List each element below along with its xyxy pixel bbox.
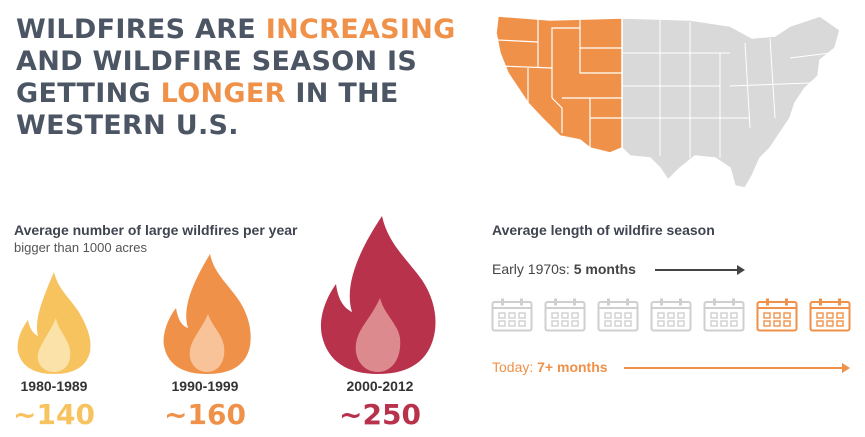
- fires-section-sublabel: bigger than 1000 acres: [14, 240, 147, 255]
- title-highlight-increasing: INCREASING: [265, 14, 456, 45]
- calendar-icon: [650, 298, 692, 332]
- period-label-2: 1990-1999: [171, 378, 239, 394]
- eastern-state-borders: [622, 20, 831, 158]
- us-map: [495, 15, 841, 189]
- flame-icon-2000s: [320, 216, 436, 374]
- today-season-label: Today: 7+ months: [492, 359, 608, 375]
- fire-count-1: ~140: [13, 398, 95, 431]
- title-highlight-longer: LONGER: [160, 78, 286, 109]
- title-text: AND WILDFIRE SEASON IS GETTING: [16, 46, 418, 109]
- calendar-icon: [756, 298, 798, 332]
- eastern-us-region: [621, 15, 841, 189]
- early-season-prefix: Early 1970s:: [492, 261, 574, 277]
- western-us-region: [495, 15, 623, 154]
- early-season-value: 5 months: [573, 261, 636, 277]
- calendar-icon: [491, 298, 533, 332]
- period-label-3: 2000-2012: [346, 378, 414, 394]
- today-season-arrow: [624, 363, 850, 373]
- flame-icon-1980s: [17, 272, 91, 374]
- fire-count-2: ~160: [164, 398, 246, 431]
- calendar-icon: [544, 298, 586, 332]
- period-label-1: 1980-1989: [20, 378, 88, 394]
- calendar-icon: [703, 298, 745, 332]
- western-state-borders: [497, 18, 622, 148]
- title-text: WILDFIRES ARE: [16, 14, 266, 45]
- page-title: WILDFIRES ARE INCREASING AND WILDFIRE SE…: [16, 14, 486, 142]
- flame-icon-1990s: [163, 254, 251, 374]
- fire-count-3: ~250: [339, 398, 421, 431]
- today-season-prefix: Today:: [492, 359, 538, 375]
- today-season-value: 7+ months: [537, 359, 608, 375]
- title-text: IN THE WESTERN U.S.: [16, 78, 399, 141]
- fires-section-label: Average number of large wildfires per ye…: [14, 222, 298, 238]
- season-section-label: Average length of wildfire season: [492, 222, 715, 238]
- early-season-arrow: [655, 265, 745, 275]
- calendar-icon: [597, 298, 639, 332]
- early-season-label: Early 1970s: 5 months: [492, 261, 636, 277]
- calendar-icon: [809, 298, 851, 332]
